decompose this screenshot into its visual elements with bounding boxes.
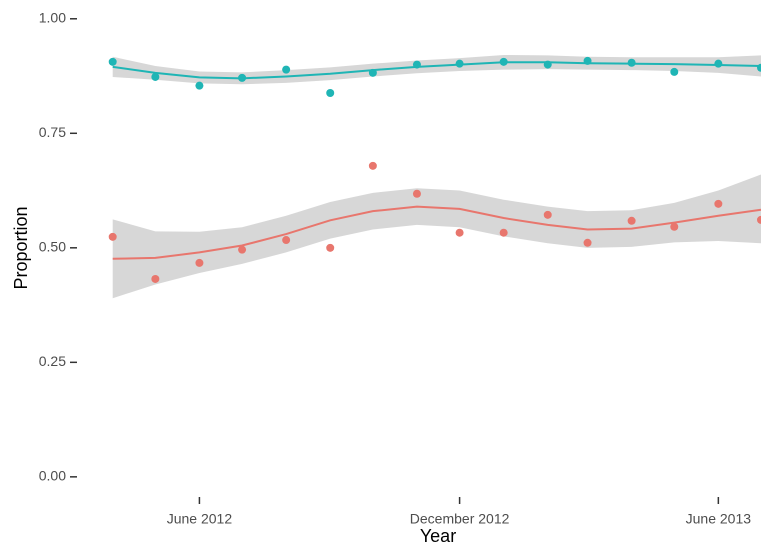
data-point — [627, 58, 636, 67]
data-point — [282, 65, 291, 74]
y-axis-title: Proportion — [11, 206, 31, 289]
data-point — [412, 60, 421, 69]
data-point — [455, 228, 464, 237]
data-point — [108, 232, 117, 241]
data-point — [757, 215, 761, 224]
data-point — [282, 236, 291, 245]
data-point — [543, 60, 552, 69]
data-point — [670, 222, 679, 231]
data-point — [368, 68, 377, 77]
data-point — [238, 245, 247, 254]
data-point — [757, 63, 761, 72]
data-point — [238, 73, 247, 82]
data-point — [151, 72, 160, 81]
data-point — [543, 210, 552, 219]
y-tick-label: 0.25 — [39, 353, 66, 369]
x-tick-label: June 2012 — [167, 511, 233, 527]
data-point — [583, 56, 592, 65]
data-point — [195, 258, 204, 267]
data-point — [499, 57, 508, 66]
plot-area — [108, 54, 761, 299]
data-point — [583, 238, 592, 247]
data-point — [326, 88, 335, 97]
data-point — [195, 81, 204, 90]
y-tick-label: 0.50 — [39, 239, 66, 255]
data-point — [455, 59, 464, 68]
data-point — [368, 161, 377, 170]
smooth-line — [112, 61, 761, 80]
x-tick-label: December 2012 — [410, 511, 510, 527]
data-point — [670, 67, 679, 76]
confidence-band — [112, 54, 761, 85]
data-point — [499, 228, 508, 237]
y-tick-label: 0.75 — [39, 124, 66, 140]
data-point — [108, 57, 117, 66]
data-point — [151, 274, 160, 283]
y-tick-label: 0.00 — [39, 468, 66, 484]
data-point — [714, 199, 723, 208]
data-point — [627, 216, 636, 225]
data-point — [714, 59, 723, 68]
x-axis-title: Year — [420, 526, 456, 546]
confidence-band — [112, 174, 761, 299]
data-point — [326, 243, 335, 252]
y-tick-label: 1.00 — [39, 9, 66, 25]
data-point — [412, 189, 421, 198]
x-tick-label: June 2013 — [686, 511, 752, 527]
smooth-line — [112, 205, 761, 260]
